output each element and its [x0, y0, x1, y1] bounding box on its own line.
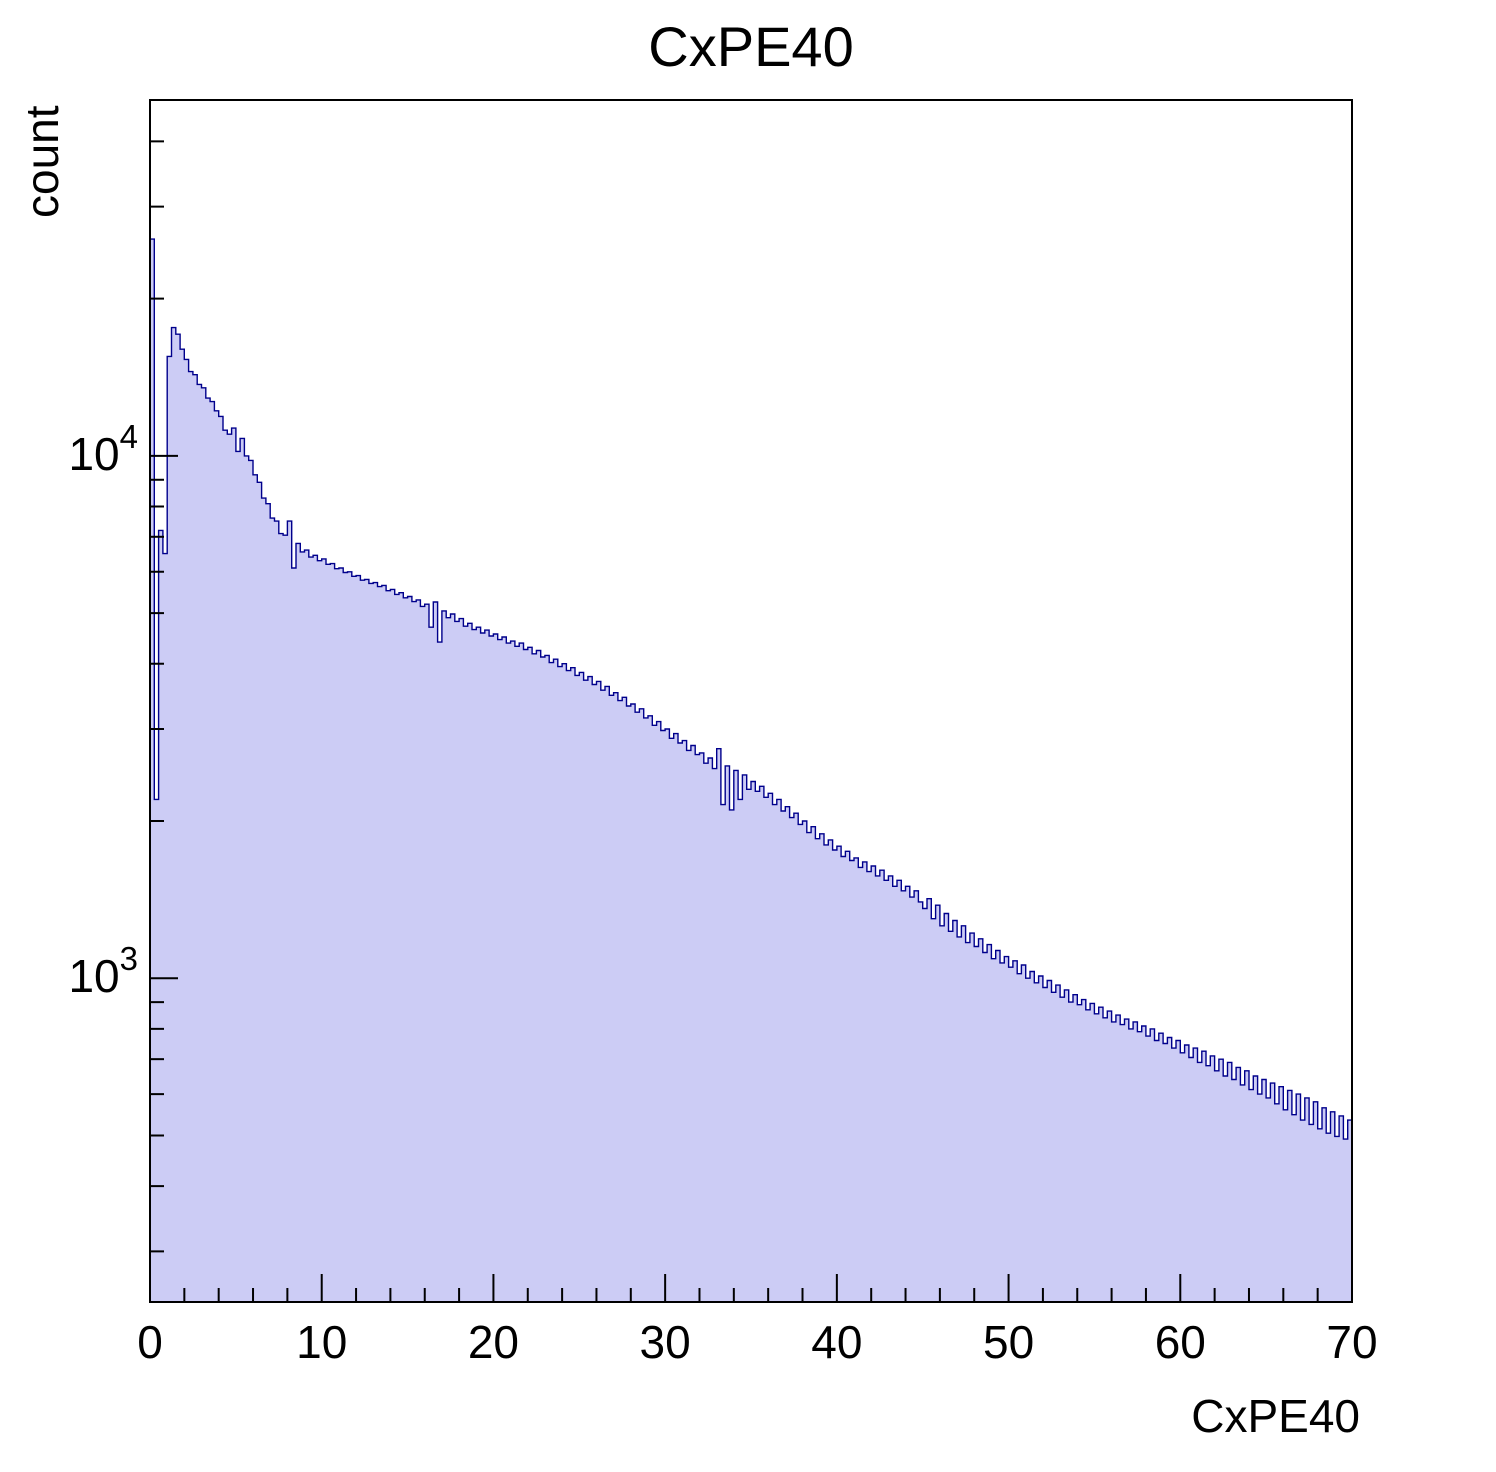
histogram-fill: [150, 239, 1352, 1303]
y-axis-label: count: [16, 105, 68, 218]
y-tick-label: 104: [68, 418, 138, 480]
x-axis-label: CxPE40: [1191, 1390, 1360, 1442]
plot-frame: [149, 99, 1353, 1303]
axis-tick-marks: [149, 140, 1353, 1302]
chart-title: CxPE40: [648, 15, 853, 78]
x-axis-tick-labels: 0 10 20 30 40 50 60 70: [137, 1316, 1377, 1368]
x-tick-label: 10: [296, 1316, 347, 1368]
x-tick-label: 20: [468, 1316, 519, 1368]
y-tick-label: 103: [68, 940, 138, 1002]
x-tick-label: 50: [983, 1316, 1034, 1368]
x-tick-label: 60: [1155, 1316, 1206, 1368]
x-tick-label: 30: [640, 1316, 691, 1368]
histogram-outline: [149, 238, 1353, 1302]
y-axis-tick-labels: 103 104: [68, 418, 138, 1002]
x-tick-label: 40: [811, 1316, 862, 1368]
x-tick-label: 70: [1326, 1316, 1377, 1368]
x-tick-label: 0: [137, 1316, 163, 1368]
